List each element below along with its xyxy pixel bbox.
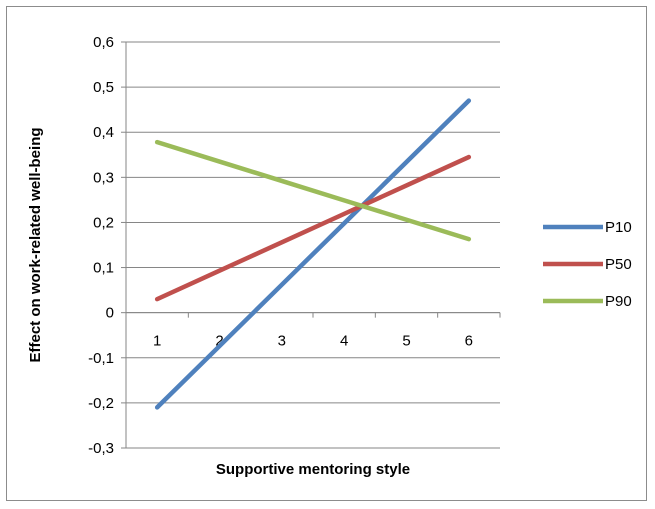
y-tick-label: 0,5: [93, 79, 114, 96]
x-tick-labels: 1 2 3 4 5 6: [153, 333, 473, 350]
y-tick-label: -0,3: [88, 440, 114, 457]
legend-label-p90: P90: [605, 293, 632, 310]
chart-frame: [6, 6, 647, 501]
legend-label-p10: P10: [605, 219, 632, 236]
x-tick-label: 4: [340, 333, 348, 350]
y-tick-label: 0,4: [93, 124, 114, 141]
x-tick-label: 6: [465, 333, 473, 350]
x-tick-label: 5: [402, 333, 410, 350]
y-tick-label: 0,3: [93, 169, 114, 186]
axes: [125, 42, 501, 448]
y-tick-label: -0,1: [88, 350, 114, 367]
series-lines: [154, 98, 472, 410]
y-tick-label: 0,2: [93, 214, 114, 231]
x-axis-title: Supportive mentoring style: [216, 461, 410, 478]
y-tick-labels: -0,3 -0,2 -0,1 0 0,1 0,2 0,3 0,4 0,5 0,6: [88, 34, 114, 457]
series-line-p50: [154, 154, 472, 302]
legend: P10 P50 P90: [543, 219, 632, 310]
legend-label-p50: P50: [605, 256, 632, 273]
series-line-p90: [154, 139, 472, 242]
x-tick-label: 2: [215, 333, 223, 350]
y-tick-label: 0,6: [93, 34, 114, 51]
y-axis-title: Effect on work-related well-being: [27, 127, 44, 362]
x-tick-label: 1: [153, 333, 161, 350]
series-line-p10: [154, 98, 472, 410]
y-tick-label: 0: [106, 305, 114, 322]
y-tick-label: 0,1: [93, 260, 114, 277]
y-tick-label: -0,2: [88, 395, 114, 412]
x-tick-label: 3: [278, 333, 286, 350]
